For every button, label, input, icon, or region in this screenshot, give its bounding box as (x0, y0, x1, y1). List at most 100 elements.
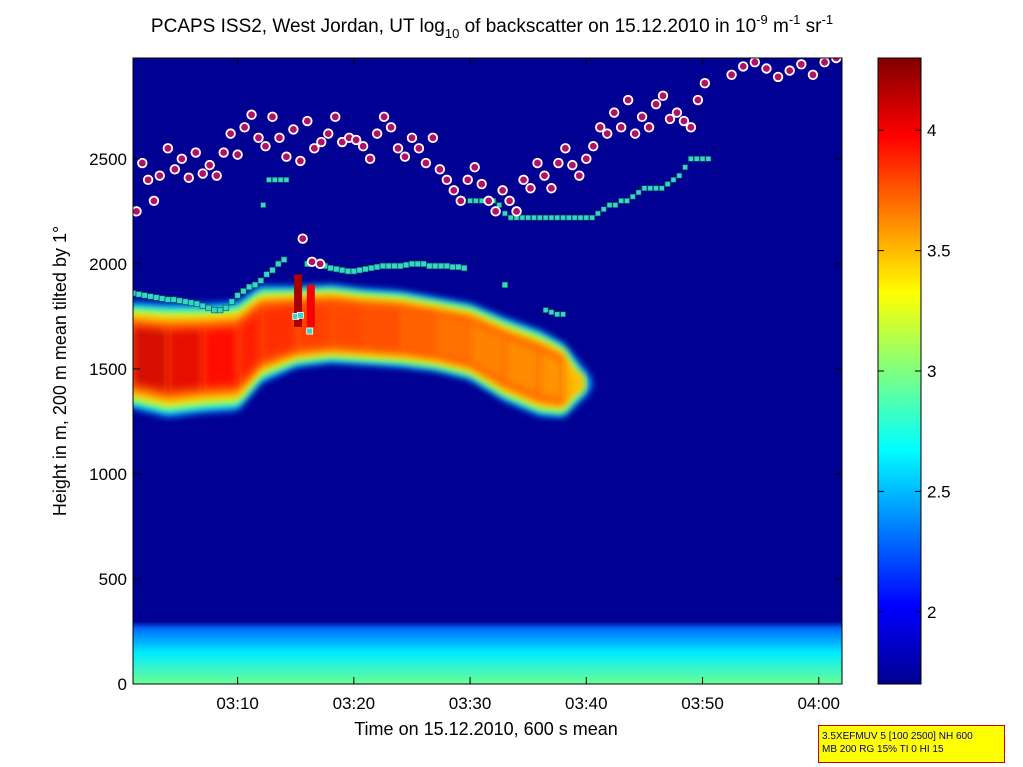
upper-layer-point (502, 210, 508, 217)
cloud-base-point (568, 161, 576, 169)
upper-layer-point (577, 214, 584, 221)
layer-height-point (153, 294, 160, 301)
layer-height-point (275, 260, 282, 267)
layer-height-point (455, 263, 462, 271)
upper-layer-point (705, 156, 712, 162)
cloud-base-point (478, 180, 486, 188)
cloud-base-point (164, 144, 172, 152)
cloud-base-point (492, 207, 500, 215)
surface-layer (133, 621, 842, 684)
layer-height-point (193, 300, 201, 307)
cloud-base-point (555, 159, 562, 167)
layer-height-point (373, 263, 381, 271)
layer-height-point (501, 281, 509, 288)
upper-layer-point (612, 202, 619, 208)
cloud-base-point (422, 159, 430, 167)
cloud-base-point (331, 113, 339, 121)
x-tick-label: 03:30 (449, 694, 492, 713)
y-tick-label: 2500 (89, 150, 127, 169)
cloud-base-point (596, 123, 604, 131)
layer-height-point (368, 264, 375, 272)
colorbar-tick-label: 3.5 (927, 242, 951, 261)
cloud-base-point (415, 144, 423, 152)
aerosol-core-segment (167, 329, 203, 391)
cloud-base-point (156, 172, 164, 180)
upper-layer-point (260, 202, 266, 208)
upper-layer-point (473, 198, 479, 204)
colorbar-tick-label: 2.5 (927, 482, 951, 501)
cloud-base-point (171, 165, 179, 173)
cloud-base-point (763, 65, 770, 72)
cloud-base-point (485, 197, 493, 205)
colorbar: 2 2.5 3 3.5 4 (877, 57, 951, 685)
cloud-base-point (150, 197, 158, 205)
layer-height-point (333, 266, 340, 273)
upper-layer-point (653, 185, 659, 192)
cloud-base-point (659, 92, 667, 100)
layer-height-point (280, 256, 288, 263)
upper-layer-point (571, 214, 578, 221)
cloud-base-point (631, 130, 639, 138)
aerosol-core-segment (260, 305, 296, 361)
cloud-base-point (534, 159, 541, 167)
cloud-base-point (227, 130, 235, 138)
cloud-base-point (310, 144, 318, 152)
heatmap-layers (133, 274, 842, 684)
cloud-base-point (471, 163, 479, 171)
upper-layer-point (478, 198, 485, 204)
upper-layer-point (548, 214, 555, 221)
cloud-base-point (283, 153, 290, 161)
layer-height-point (432, 262, 439, 270)
upper-layer-point (283, 177, 290, 183)
cloud-base-point (499, 186, 507, 194)
cloud-base-point (269, 113, 276, 121)
cloud-base-point (728, 71, 735, 79)
plot-area (133, 58, 842, 684)
cloud-base-point (192, 149, 200, 156)
aerosol-core-segment (504, 337, 540, 396)
upper-layer-point (682, 164, 688, 171)
cloud-base-point (774, 73, 782, 81)
layer-height-point (426, 262, 433, 270)
cloud-base-point (133, 207, 140, 215)
cloud-base-point (366, 155, 374, 163)
cloud-base-point (408, 134, 416, 142)
layer-height-spike (296, 311, 304, 319)
layer-height-point (385, 262, 392, 270)
layer-height-point (449, 263, 456, 271)
cloud-base-point (617, 123, 625, 131)
layer-height-point (240, 288, 247, 295)
cloud-base-point (520, 176, 527, 184)
cloud-base-point (809, 71, 817, 79)
layer-height-point (403, 261, 410, 269)
upper-layer-point (606, 202, 613, 208)
layer-height-point (327, 264, 334, 272)
cloud-base-point (687, 123, 695, 131)
x-tick-label: 04:00 (797, 694, 840, 713)
cloud-base-point (832, 58, 840, 62)
cloud-base-point (345, 134, 353, 142)
x-axis-label: Time on 15.12.2010, 600 s mean (354, 719, 618, 739)
upper-layer-point (629, 193, 636, 200)
upper-layer-point (589, 214, 595, 221)
cloud-base-point (206, 161, 214, 169)
upper-layer-point (693, 156, 700, 162)
layer-height-point (257, 277, 264, 284)
upper-layer-point (554, 214, 561, 221)
upper-layer-point (507, 214, 514, 221)
cloud-base-point (308, 258, 316, 266)
upper-layer-point (271, 177, 278, 183)
layer-height-point (222, 304, 230, 312)
upper-layer-point (277, 177, 284, 183)
aerosol-core-segment (539, 350, 564, 400)
upper-layer-point (624, 198, 630, 204)
cloud-base-series (133, 58, 842, 270)
cloud-base-point (338, 138, 346, 146)
cloud-base-point (234, 151, 242, 159)
cloud-base-point (701, 79, 709, 87)
layer-height-point (158, 295, 166, 302)
cloud-base-point (255, 134, 262, 142)
cloud-base-point (739, 63, 747, 70)
cloud-base-point (638, 113, 646, 121)
x-axis: 03:10 03:20 03:30 03:40 03:50 04:00 (216, 58, 840, 713)
